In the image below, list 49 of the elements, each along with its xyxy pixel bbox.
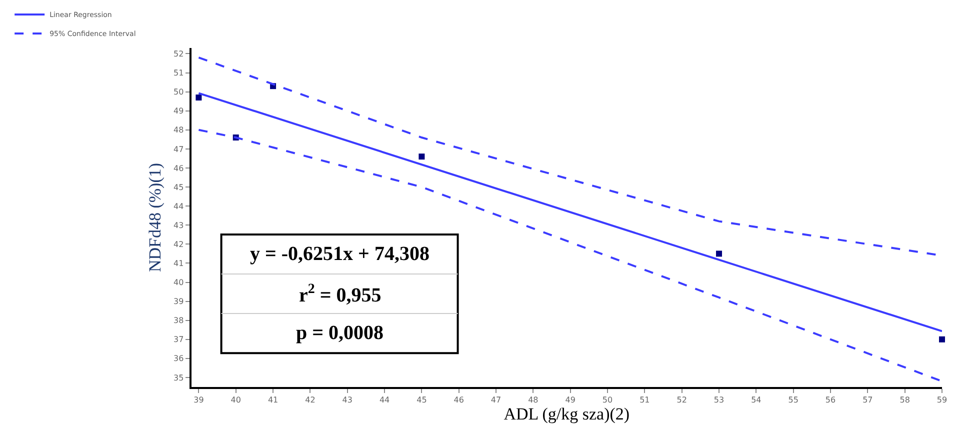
x-tick-label: 45 [416, 396, 427, 405]
x-tick-label: 46 [454, 396, 464, 405]
point [418, 154, 425, 160]
y-tick-label: 51 [173, 68, 184, 78]
y-tick-label: 45 [173, 182, 184, 192]
x-tick-label: 47 [490, 396, 502, 405]
annotation: y = -0,6251x + 74,308 [250, 243, 430, 265]
y-tick-label: 42 [173, 240, 184, 249]
y-tick-label: 35 [173, 373, 184, 382]
y-tick-label: 37 [173, 335, 184, 344]
y-tick-label: 40 [173, 278, 184, 288]
y-tick-label: 47 [173, 144, 184, 154]
line-series [198, 128, 942, 382]
y-tick-label: 43 [173, 220, 184, 230]
y-tick-label: 39 [173, 297, 184, 306]
point [716, 250, 722, 257]
x-tick-label: 56 [825, 396, 836, 405]
x-tick-label: 50 [602, 396, 613, 405]
x-tick-label: 55 [788, 396, 798, 405]
y-tick-label: 52 [173, 50, 184, 59]
x-tick-label: 59 [936, 396, 948, 405]
y-tick-label: 41 [173, 259, 184, 268]
x-tick-label: 39 [194, 396, 204, 405]
y-tick-label: 46 [173, 164, 184, 173]
y-tick-label: 38 [173, 316, 184, 326]
x-tick-label: 57 [862, 396, 873, 405]
y-tick-label: 44 [173, 202, 184, 211]
x-tick-label: 53 [714, 396, 724, 405]
x-tick-label: 42 [305, 396, 316, 405]
annotation: r$^{2}$ = 0,955 [299, 282, 382, 306]
x-tick-label: 43 [342, 396, 352, 405]
y-tick-label: 48 [173, 126, 184, 135]
x-tick-label: 48 [528, 396, 538, 405]
y-tick-label: 50 [173, 88, 184, 97]
x-tick-label: 51 [640, 396, 650, 405]
x-tick-label: 41 [268, 396, 278, 405]
point [938, 336, 945, 342]
x-axis-title: ADL (g/kg sza)(2) [504, 404, 630, 424]
x-tick-label: 52 [676, 396, 687, 405]
x-tick-label: 40 [230, 396, 241, 405]
x-tick-label: 44 [379, 396, 390, 405]
annotation: p = 0,0008 [296, 322, 384, 344]
y-tick-label: 36 [173, 354, 184, 364]
y-tick-label: 49 [173, 106, 184, 116]
x-tick-label: 58 [900, 396, 910, 405]
x-tick-label: 54 [751, 396, 762, 405]
point [196, 94, 202, 101]
x-tick-label: 49 [565, 396, 576, 405]
y-axis-title: NDFd48 (%)(1) [146, 162, 165, 272]
